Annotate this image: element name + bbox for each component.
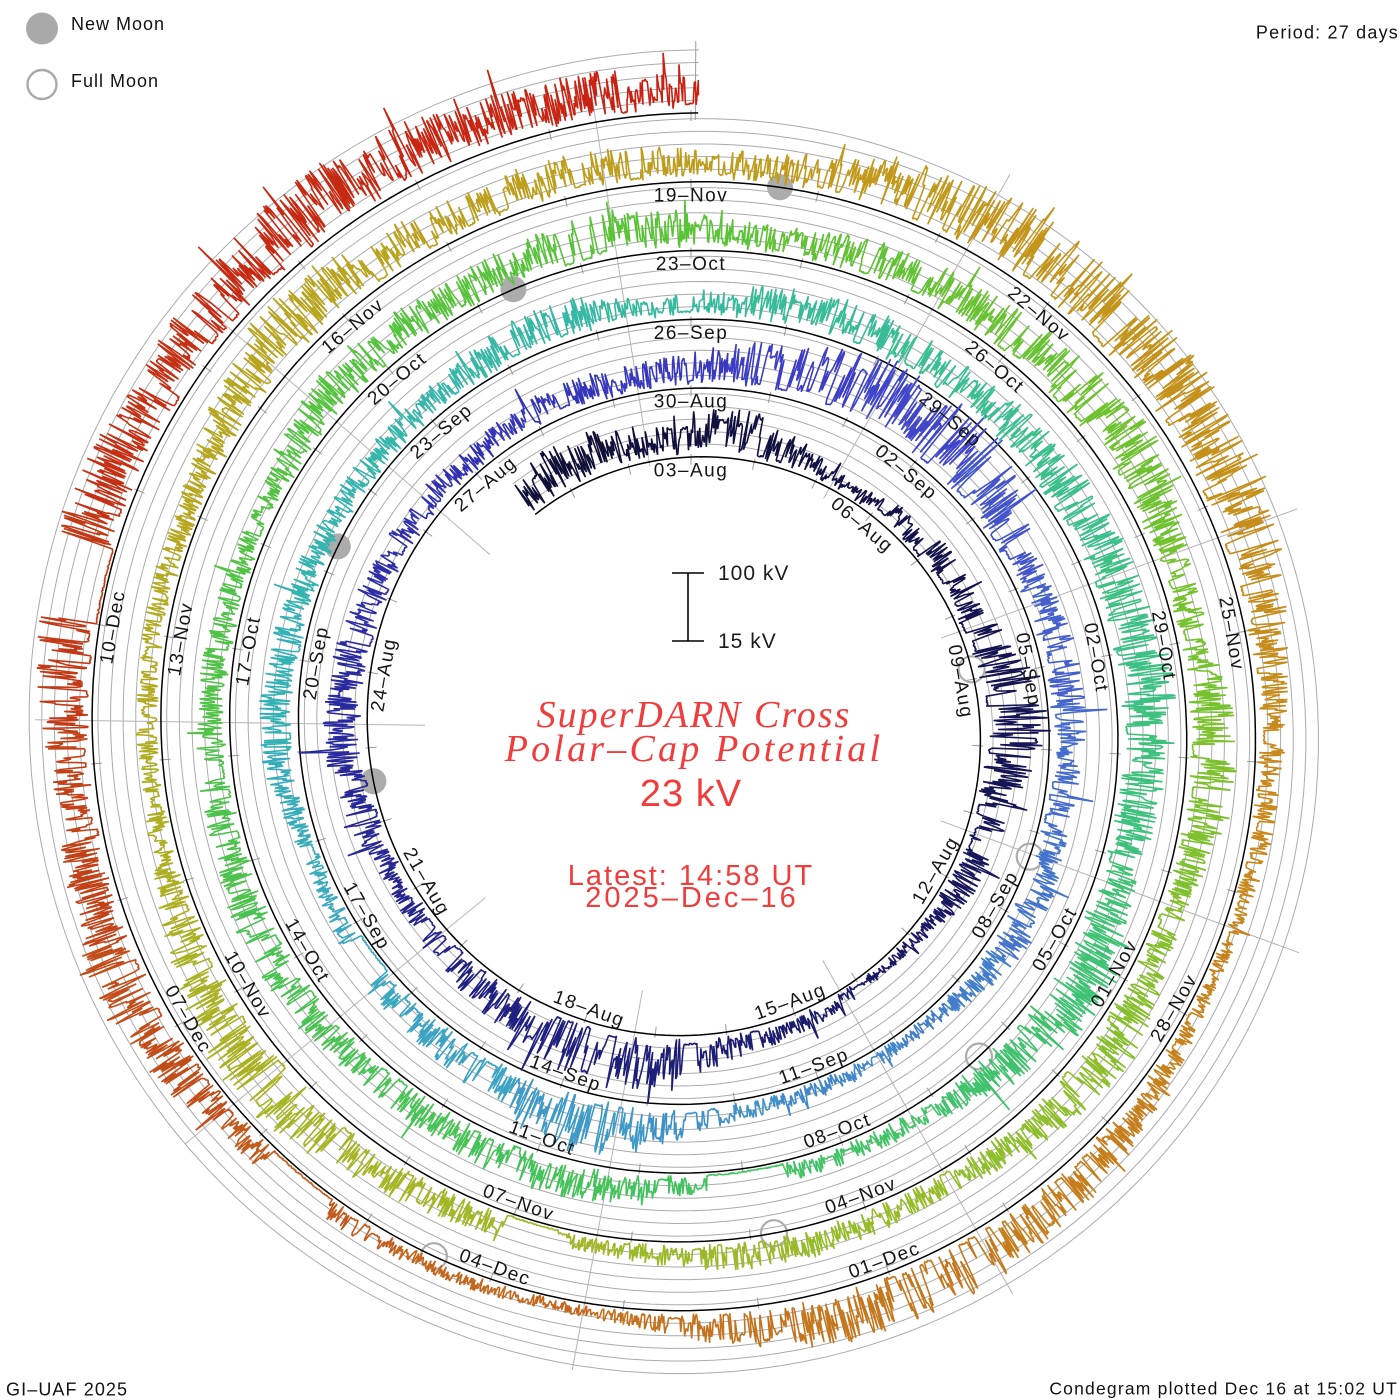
svg-text:15 kV: 15 kV	[718, 630, 777, 653]
svg-text:GI–UAF 2025: GI–UAF 2025	[6, 1380, 128, 1400]
svg-text:Period: 27 days: Period: 27 days	[1256, 23, 1399, 43]
svg-text:New Moon: New Moon	[71, 14, 165, 34]
svg-text:30–Aug: 30–Aug	[654, 392, 729, 413]
svg-text:Full Moon: Full Moon	[71, 71, 159, 91]
svg-text:100 kV: 100 kV	[718, 562, 789, 585]
svg-text:Polar–Cap Potential: Polar–Cap Potential	[504, 728, 884, 770]
svg-text:19–Nov: 19–Nov	[654, 185, 729, 206]
svg-text:Condegram plotted Dec 16 at 15: Condegram plotted Dec 16 at 15:02 UT	[1049, 1379, 1398, 1399]
svg-text:SuperDARN Cross: SuperDARN Cross	[537, 694, 852, 736]
svg-text:03–Aug: 03–Aug	[654, 461, 729, 482]
svg-text:23 kV: 23 kV	[640, 773, 742, 815]
svg-text:23–Oct: 23–Oct	[656, 254, 726, 275]
svg-text:26–Sep: 26–Sep	[654, 323, 729, 344]
svg-text:Latest: 14:58 UT: Latest: 14:58 UT	[568, 860, 814, 892]
svg-text:2025–Dec–16: 2025–Dec–16	[585, 882, 799, 914]
